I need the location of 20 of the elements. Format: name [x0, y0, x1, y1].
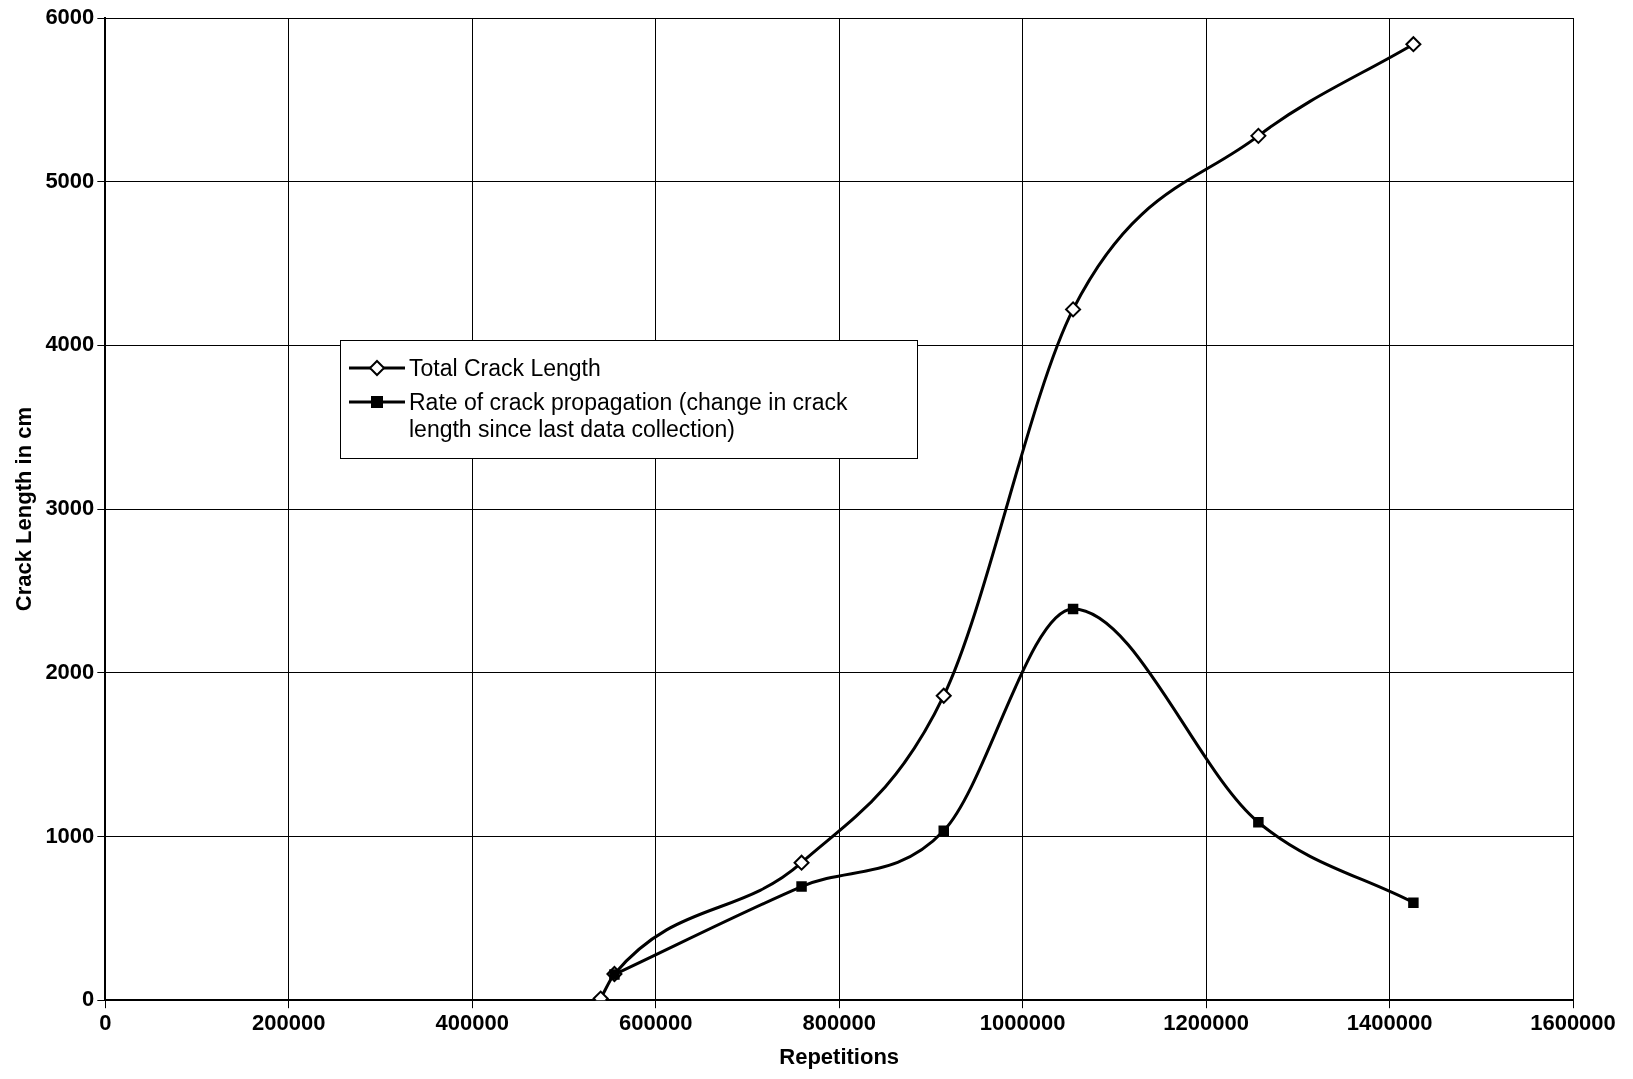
y-axis-title: Crack Length in cm	[11, 407, 37, 612]
x-tick-label: 1600000	[1530, 1010, 1616, 1036]
y-tick-label: 4000	[45, 331, 95, 357]
y-tick-label: 3000	[45, 495, 95, 521]
y-tick-label: 1000	[45, 822, 95, 848]
x-tick-label: 400000	[435, 1010, 509, 1036]
x-tick-label: 1000000	[979, 1010, 1066, 1036]
y-tick-label: 5000	[45, 167, 95, 193]
y-tick-label: 2000	[45, 658, 95, 684]
y-tick-label: 0	[82, 986, 95, 1012]
x-tick-label: 200000	[252, 1010, 326, 1036]
x-tick-label: 600000	[619, 1010, 693, 1036]
legend-label: Total Crack Length	[409, 355, 601, 383]
x-tick-label: 0	[99, 1010, 112, 1036]
y-tick-label: 6000	[45, 4, 95, 30]
x-axis-title: Repetitions	[779, 1043, 900, 1069]
x-tick-label: 1200000	[1163, 1010, 1249, 1036]
legend-label: Rate of crack propagation (change in crack length since last data collection)	[409, 388, 849, 444]
x-tick-label: 1400000	[1346, 1010, 1433, 1036]
x-tick-label: 800000	[802, 1010, 876, 1036]
